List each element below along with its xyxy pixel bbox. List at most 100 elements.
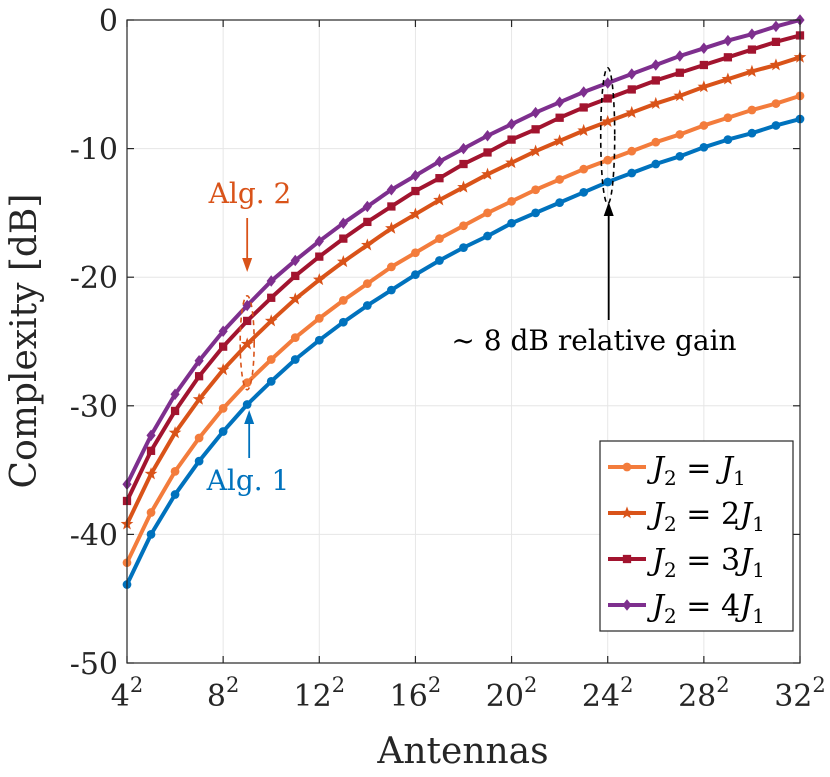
x-tick-label: 42 [111,673,143,714]
data-point [721,72,735,85]
data-point [242,378,252,388]
data-point [601,114,615,127]
data-point [699,42,709,55]
data-point [771,20,781,33]
data-point [622,554,632,564]
data-point [627,68,637,80]
gain-label: ~ 8 dB relative gain [451,324,736,357]
data-point [651,76,660,85]
data-point [483,231,492,241]
x-tick-label: 162 [390,673,442,714]
data-point [290,254,300,267]
data-point [339,234,348,243]
data-point [745,64,759,77]
series-j-2-3j-1 [122,31,805,506]
data-point [192,392,206,405]
data-point [458,142,469,155]
data-point [387,262,396,272]
y-axis-title: Complexity [dB] [4,194,45,489]
data-point [459,159,468,169]
data-point [362,301,372,310]
data-point [747,105,757,115]
data-point [146,446,156,455]
data-point [146,429,156,442]
data-point [555,175,565,184]
series-j-2-2j-1 [120,50,807,530]
data-point [603,77,613,89]
data-point [288,292,302,305]
legend-item: J2 = 3J1 [608,543,765,582]
gain-dashed-ellipse [599,66,616,205]
data-point [723,113,733,123]
data-point [219,342,228,351]
alg2-label: Alg. 2 [208,177,292,210]
data-point [673,89,687,102]
data-point [240,337,254,350]
alg2-dashed-ellipse [239,294,255,391]
data-point [651,59,661,71]
data-point [483,148,492,157]
y-tick-label: -10 [70,133,118,168]
data-point [482,129,493,142]
data-point [579,164,589,174]
data-point [218,325,228,337]
y-tick-label: -20 [70,261,118,296]
data-point [531,208,540,218]
x-tick-label: 322 [774,673,826,714]
data-point [409,207,422,220]
plot-area-border [126,19,801,664]
data-point [771,121,781,130]
data-point [314,235,324,247]
data-point [362,279,372,288]
data-point [506,118,517,130]
data-point [194,355,204,367]
series-layer [120,14,807,589]
data-point [622,599,632,611]
data-point [747,128,757,138]
x-tick-label: 82 [207,673,239,714]
data-point [697,80,711,93]
data-point [699,60,708,70]
data-point [459,221,468,231]
data-point [579,103,588,112]
data-point [531,125,540,134]
data-point [459,243,468,252]
legend-box [599,440,794,632]
data-point [625,105,639,118]
data-point [457,180,470,193]
data-point [723,53,733,62]
x-axis-title: Antennas [376,731,548,772]
data-point [675,151,685,161]
legend-label: J2 = 3J1 [646,543,765,582]
data-point [170,490,180,499]
legend: J2 = J1 J2 = 2J1 J2 = 3J1 J2 = 4J1 [599,440,794,632]
data-point [218,427,228,436]
data-point [411,186,420,196]
data-point [531,106,541,119]
axes: 42 82 122 162 202 242 282 322 0 -10 -20 -30 -40 -50 [70,4,826,714]
data-point [747,45,757,54]
x-tick-label: 242 [582,673,634,714]
data-point [218,404,228,413]
data-point [622,462,632,472]
data-point [361,238,374,251]
data-point [723,135,733,144]
data-point [435,174,444,183]
data-point [435,234,444,243]
data-point [267,293,276,302]
alg1-label: Alg. 1 [206,464,290,497]
data-point [507,135,516,144]
y-tick-label: 0 [99,4,118,39]
data-point [771,37,781,47]
data-point [362,200,372,213]
data-point [387,285,396,295]
data-point [290,355,300,364]
data-point [675,50,685,62]
data-point [387,202,396,211]
data-point [627,146,637,156]
data-point [481,167,494,180]
y-tick-label: -30 [70,390,118,425]
data-point [649,96,663,109]
legend-label: J2 = J1 [646,451,746,490]
